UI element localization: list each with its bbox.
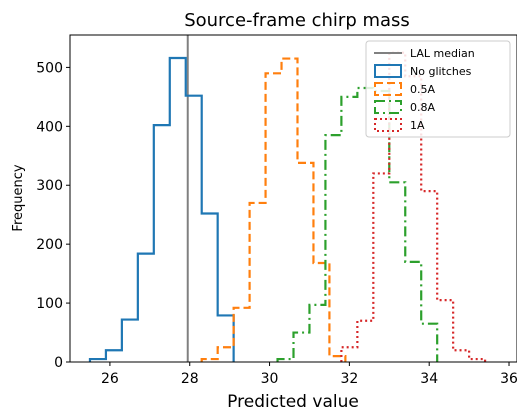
y-tick-label: 500	[36, 60, 63, 76]
y-axis-label: Frequency	[11, 164, 26, 231]
x-tick-label: 36	[500, 371, 517, 387]
x-tick-label: 28	[181, 371, 199, 387]
legend-swatch	[374, 100, 402, 114]
legend-swatch	[374, 64, 402, 78]
chart-title: Source-frame chirp mass	[184, 10, 410, 31]
x-tick-label: 26	[101, 371, 119, 387]
x-tick-label: 32	[340, 371, 358, 387]
y-tick-label: 0	[54, 355, 63, 371]
plot-frame	[69, 34, 517, 363]
legend-label: 0.5A	[410, 83, 435, 96]
y-tick-label: 400	[36, 119, 63, 135]
y-tick-label: 100	[36, 296, 63, 312]
legend-label: 1A	[410, 119, 425, 132]
histogram-series-4	[340, 51, 487, 362]
legend-swatch	[374, 118, 402, 132]
legend-label: LAL median	[410, 47, 475, 60]
legend-label: No glitches	[410, 65, 472, 78]
legend-label: 0.8A	[410, 101, 435, 114]
histogram-series-2	[200, 57, 347, 362]
histogram-series-1	[88, 56, 235, 362]
y-tick-label: 300	[36, 178, 63, 194]
x-tick-label: 34	[420, 371, 438, 387]
legend-swatch	[374, 82, 402, 96]
legend: LAL median No glitches 0.5A 0.8A 1A	[365, 40, 511, 138]
x-axis-label: Predicted value	[227, 392, 359, 411]
histogram-series-3	[276, 86, 439, 362]
y-tick-label: 200	[36, 237, 63, 253]
x-tick-label: 30	[261, 371, 279, 387]
